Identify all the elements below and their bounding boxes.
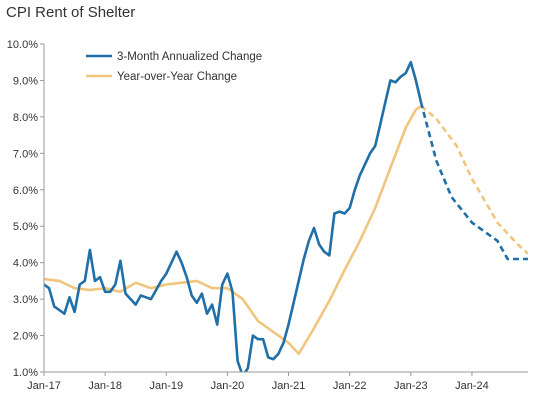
y-tick-label: 5.0% bbox=[13, 221, 38, 233]
y-tick-label: 6.0% bbox=[13, 185, 38, 197]
series-line-year-over-year-change-projected bbox=[420, 104, 528, 255]
x-tick-label: Jan-21 bbox=[272, 380, 306, 392]
x-tick-label: Jan-22 bbox=[333, 380, 367, 392]
x-tick-label: Jan-18 bbox=[88, 380, 122, 392]
series-line-year-over-year-change bbox=[44, 104, 422, 356]
y-tick-label: 8.0% bbox=[13, 112, 38, 124]
y-tick-label: 10.0% bbox=[7, 39, 38, 51]
y-tick-label: 4.0% bbox=[13, 258, 38, 270]
legend-label-year-over-year-change: Year-over-Year Change bbox=[117, 71, 237, 83]
series-line-3-month-annualized-change-projected bbox=[419, 101, 528, 261]
chart-title: CPI Rent of Shelter bbox=[6, 4, 136, 21]
chart-legend: 3-Month Annualized Change Year-over-Year … bbox=[86, 51, 262, 83]
series-layer bbox=[44, 60, 528, 372]
x-tick-label: Jan-17 bbox=[27, 380, 61, 392]
x-tick-label: Jan-20 bbox=[211, 380, 245, 392]
x-tick-label: Jan-24 bbox=[455, 380, 489, 392]
legend-label-3-month-annualized-change: 3-Month Annualized Change bbox=[117, 51, 262, 63]
y-tick-label: 3.0% bbox=[13, 294, 38, 306]
axes-layer: 1.0% 2.0% 3.0% 4.0% 5.0% 6.0% 7.0% 8.0% 9.0% 10.0… bbox=[7, 39, 528, 392]
y-tick-label: 1.0% bbox=[13, 367, 38, 379]
x-tick-label: Jan-23 bbox=[394, 380, 428, 392]
series-line-3-month-annualized-change bbox=[44, 60, 423, 372]
x-tick-label: Jan-19 bbox=[149, 380, 183, 392]
y-tick-label: 2.0% bbox=[13, 331, 38, 343]
y-tick-label: 7.0% bbox=[13, 148, 38, 160]
y-tick-label: 9.0% bbox=[13, 75, 38, 87]
